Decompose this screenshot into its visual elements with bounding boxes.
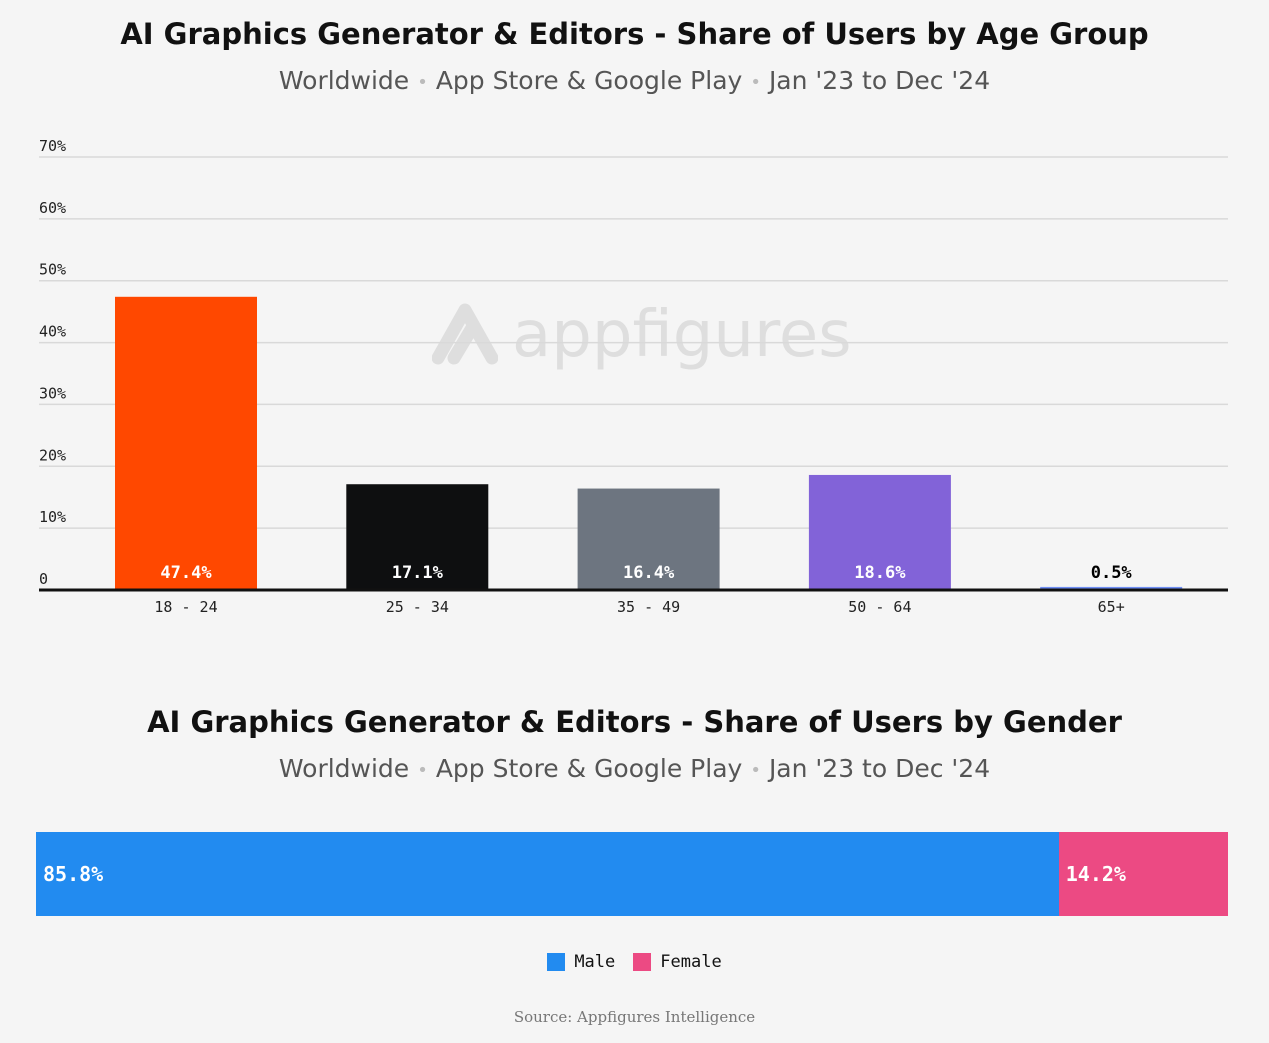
subtitle-separator: •: [750, 759, 761, 781]
gender-value-label-male: 85.8%: [43, 862, 104, 886]
y-tick-label: 40%: [39, 323, 66, 341]
subtitle-separator: •: [750, 71, 761, 93]
bar-65+: [1040, 586, 1183, 590]
gender-value-label-female: 14.2%: [1065, 862, 1126, 886]
y-axis-ticks: 0 10% 20% 30% 40% 50% 60% 70%: [39, 137, 66, 588]
x-tick-label: 50 - 64: [848, 598, 911, 616]
legend-swatch-male: [547, 953, 566, 971]
x-tick-label: 65+: [1098, 598, 1125, 616]
subtitle-region: Worldwide: [278, 754, 410, 783]
bar-value-label: 17.1%: [392, 563, 444, 583]
x-axis-ticks: 18 - 24 25 - 34 35 - 49 50 - 64 65+: [154, 598, 1124, 616]
legend-item-female: Female: [633, 952, 722, 972]
bars: [115, 296, 1183, 590]
legend-item-male: Male: [547, 952, 615, 972]
x-tick-label: 18 - 24: [154, 598, 217, 616]
bar-50-64: [808, 474, 951, 590]
y-tick-label: 60%: [39, 199, 66, 217]
legend-swatch-female: [633, 953, 652, 971]
bar-value-label: 16.4%: [623, 563, 675, 583]
age-bar-chart: 0 10% 20% 30% 40% 50% 60% 70% 47.4% 17.1% 16.4% 18…: [39, 137, 1228, 616]
subtitle-region: Worldwide: [278, 66, 410, 95]
y-tick-label: 50%: [39, 261, 66, 279]
age-chart-subtitle: Worldwide • App Store & Google Play • Jan '2…: [0, 66, 1269, 95]
y-tick-label: 0: [39, 570, 48, 588]
bar-value-labels: 47.4% 17.1% 16.4% 18.6% 0.5%: [160, 563, 1132, 583]
subtitle-stores: App Store & Google Play: [435, 754, 743, 783]
x-tick-label: 25 - 34: [386, 598, 449, 616]
gender-legend: Male Female: [0, 952, 1269, 972]
subtitle-separator: •: [417, 71, 428, 93]
bar-value-label: 0.5%: [1091, 563, 1133, 583]
bar-25-34: [346, 484, 489, 590]
bar-18-24: [115, 296, 257, 590]
bar-value-label: 47.4%: [160, 563, 212, 583]
subtitle-stores: App Store & Google Play: [435, 66, 743, 95]
age-chart-title: AI Graphics Generator & Editors - Share …: [120, 17, 1149, 51]
gender-stacked-bar: 85.8% 14.2%: [36, 832, 1228, 916]
legend-label-male: Male: [574, 952, 616, 972]
source-note: Source: Appfigures Intelligence: [513, 1008, 756, 1026]
gender-chart-title: AI Graphics Generator & Editors - Share …: [147, 705, 1122, 739]
bar-value-label: 18.6%: [854, 563, 906, 583]
legend-label-female: Female: [660, 952, 722, 972]
y-tick-label: 10%: [39, 508, 66, 526]
subtitle-period: Jan '23 to Dec '24: [768, 754, 991, 783]
gender-segment-female: 14.2%: [1058, 832, 1228, 916]
y-tick-label: 70%: [39, 137, 66, 155]
gender-segment-male: 85.8%: [36, 832, 1059, 916]
bar-35-49: [577, 488, 720, 590]
subtitle-period: Jan '23 to Dec '24: [768, 66, 991, 95]
x-tick-label: 35 - 49: [617, 598, 680, 616]
y-tick-label: 30%: [39, 384, 66, 402]
subtitle-separator: •: [417, 759, 428, 781]
y-tick-label: 20%: [39, 446, 66, 464]
gender-chart-subtitle: Worldwide • App Store & Google Play • Jan '2…: [0, 754, 1269, 783]
